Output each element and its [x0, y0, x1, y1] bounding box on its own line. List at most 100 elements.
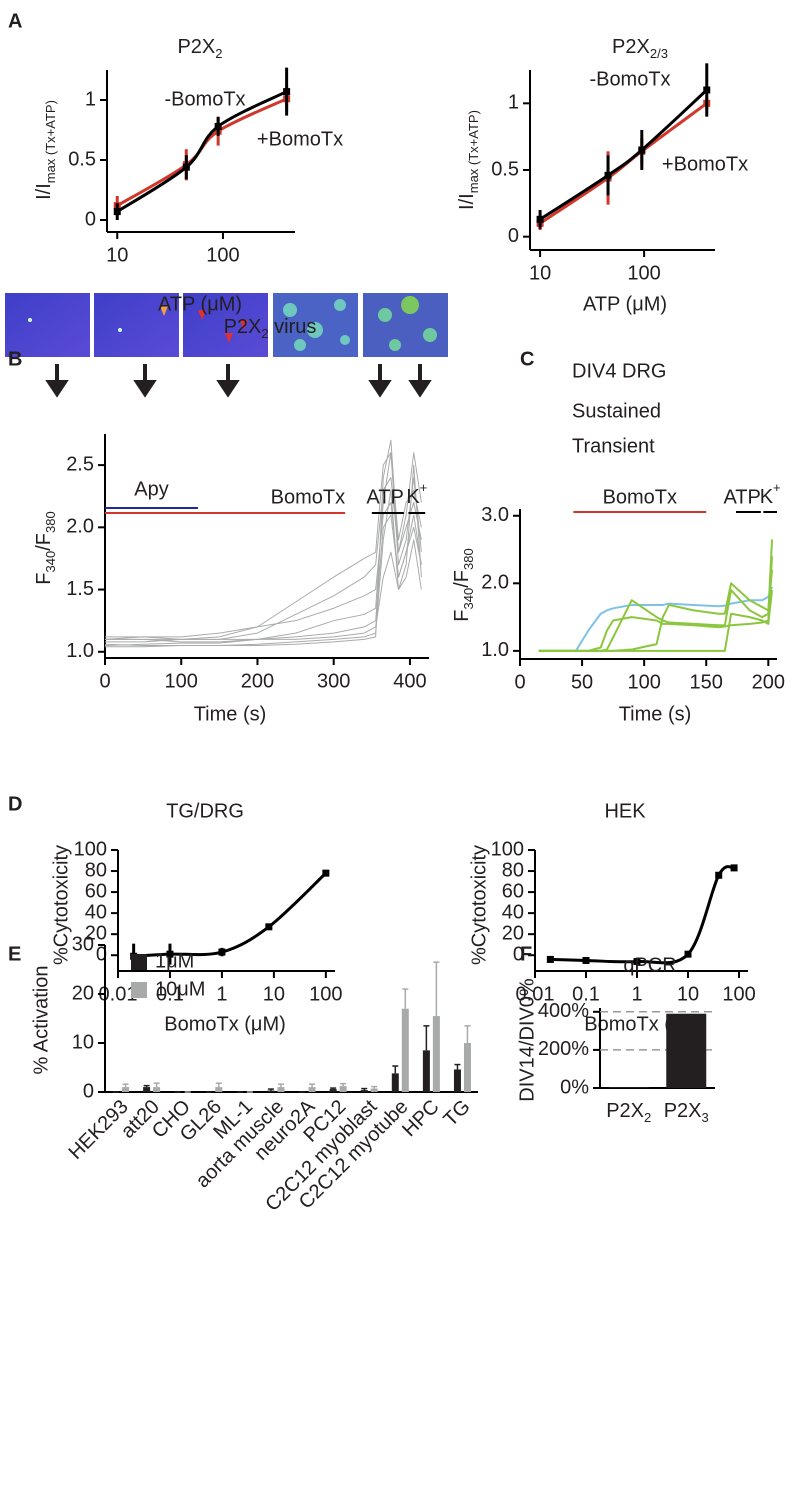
cell-blob — [294, 339, 306, 351]
y-tick-label: 0 — [96, 943, 107, 965]
x-tick-label: 10 — [529, 262, 551, 284]
cell-blob — [423, 328, 437, 342]
text-part: max (Tx+ATP) — [43, 100, 58, 183]
bar — [339, 1086, 347, 1092]
text-part: 340 — [461, 588, 476, 610]
bar — [463, 1043, 471, 1092]
chart-title: P2X2 virus — [224, 316, 317, 341]
y-tick-label: 0.5 — [491, 158, 519, 180]
cell-blob — [401, 296, 419, 314]
data-point — [536, 215, 544, 223]
panel-letter: B — [8, 348, 22, 370]
y-tick-label: 80 — [85, 859, 107, 881]
y-tick-label: 40 — [85, 901, 107, 923]
image-tile — [183, 293, 268, 357]
y-tick-label: 20 — [502, 922, 524, 944]
line-series — [538, 556, 774, 652]
line-series — [105, 439, 422, 648]
y-tick-label: 1.5 — [66, 578, 94, 600]
line-series — [105, 539, 422, 643]
x-tick-label: 400 — [393, 670, 426, 692]
y-tick-label: 0 — [83, 1080, 94, 1102]
x-tick-label: 0 — [99, 670, 110, 692]
data-point — [322, 869, 330, 877]
y-tick-label: 3.0 — [481, 504, 509, 526]
legend-label: Transient — [572, 435, 655, 457]
text-part: P2X — [606, 1100, 644, 1122]
y-tick-label: 1.0 — [481, 639, 509, 661]
data-point — [113, 208, 121, 216]
bar — [370, 1088, 378, 1092]
legend-label: 10μM — [155, 978, 205, 1000]
y-tick-label: 0 — [513, 943, 524, 965]
chart-title: qPCR — [623, 954, 676, 976]
data-point — [166, 950, 174, 958]
y-axis-label: I/Imax (Tx+ATP) — [456, 110, 481, 210]
y-tick-label: 30 — [72, 933, 94, 955]
y-tick-label: 60 — [502, 880, 524, 902]
y-tick-label: 100 — [491, 838, 524, 860]
bar — [143, 1087, 151, 1092]
panel-letter: D — [8, 793, 22, 815]
bar — [608, 1087, 649, 1088]
x-axis-label: ATP (μM) — [158, 293, 242, 315]
error-bar — [402, 988, 409, 1009]
cell-spot — [118, 328, 122, 332]
x-tick-label: P2X2 — [606, 1100, 651, 1125]
image-tiles — [5, 293, 448, 357]
data-point — [582, 956, 590, 964]
text-part: F — [451, 609, 473, 621]
x-tick-label: 10 — [263, 983, 285, 1005]
arrowhead — [225, 333, 233, 343]
y-tick-label: 400% — [538, 1000, 589, 1022]
text-part: K — [406, 486, 420, 508]
data-point — [218, 948, 226, 956]
y-tick-label: 2.0 — [481, 572, 509, 594]
error-bar — [215, 1082, 222, 1088]
y-tick-label: 20 — [72, 982, 94, 1004]
bar — [267, 1090, 275, 1092]
text-part: 2 — [215, 46, 222, 61]
text-part: 380 — [461, 548, 476, 570]
x-axis-label: Time (s) — [619, 703, 692, 725]
line-series — [105, 501, 422, 638]
y-axis-label: %Cytotoxicity — [468, 845, 490, 965]
bar — [215, 1087, 223, 1092]
bar — [666, 1013, 707, 1088]
y-tick-label: 60 — [85, 880, 107, 902]
bar — [453, 1069, 461, 1092]
data-point — [730, 864, 738, 872]
error-bar — [433, 961, 440, 1017]
image-arrows — [45, 364, 432, 398]
arrowhead — [160, 306, 168, 316]
text-part: I/I — [456, 193, 478, 210]
y-tick-label: 0 — [508, 225, 519, 247]
chart-title: HEK — [604, 800, 646, 822]
text-part: /F — [451, 570, 473, 588]
text-part: K — [760, 486, 774, 508]
data-point — [684, 950, 692, 958]
bar — [422, 1050, 430, 1092]
error-bar — [464, 1025, 471, 1043]
legend-label: Sustained — [572, 400, 661, 422]
x-tick-label: 10 — [677, 983, 699, 1005]
period-label: ATP — [723, 486, 760, 508]
arrow-head — [133, 380, 157, 398]
x-tick-label: 0.1 — [156, 983, 184, 1005]
y-tick-label: 0.5 — [68, 148, 96, 170]
y-axis-label: I/Imax (Tx+ATP) — [33, 100, 58, 200]
x-tick-label: 0.01 — [516, 983, 555, 1005]
error-bar — [392, 1065, 399, 1074]
error-bar — [454, 1063, 461, 1070]
x-tick-label: 200 — [752, 671, 785, 693]
x-axis-label: BomoTx (μM) — [164, 1013, 286, 1035]
data-point — [633, 958, 641, 966]
period-label: K+ — [760, 480, 781, 508]
y-axis-label: F340/F380 — [451, 548, 476, 621]
y-axis-label: %Cytotoxicity — [50, 845, 72, 965]
cell-blob — [334, 299, 346, 311]
text-part: 380 — [43, 511, 58, 533]
text-part: 340 — [43, 551, 58, 573]
legend-swatch — [131, 982, 147, 998]
bar — [308, 1087, 316, 1092]
